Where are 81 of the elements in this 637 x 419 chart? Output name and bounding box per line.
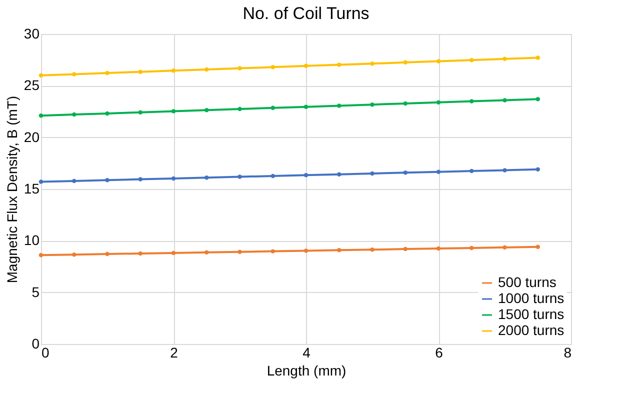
point (370, 171, 374, 176)
point (72, 112, 76, 117)
point (204, 67, 209, 72)
point (38, 253, 44, 258)
point (38, 114, 44, 118)
legend-label: 1000 turns (498, 290, 564, 306)
y-tick-label: 20 (24, 128, 40, 145)
point (304, 104, 308, 109)
point (238, 250, 242, 254)
point (171, 68, 176, 73)
point (470, 168, 474, 174)
x-tick-label: 4 (302, 344, 311, 360)
point (72, 72, 76, 76)
y-tick-label: 5 (32, 284, 40, 300)
point (105, 252, 110, 256)
point (403, 101, 408, 106)
point (536, 167, 540, 172)
point (238, 174, 242, 179)
point (204, 108, 209, 112)
point (436, 59, 441, 64)
point (436, 246, 441, 251)
point (370, 102, 374, 107)
point (204, 250, 209, 254)
point (38, 73, 44, 78)
x-axis-title: Length (mm) (266, 362, 346, 378)
point (171, 109, 176, 114)
point (72, 252, 76, 257)
point (138, 70, 142, 74)
y-axis-title: Magnetic Flux Density, B (mT) (4, 96, 20, 284)
point (370, 62, 374, 66)
y-tick-label: 10 (24, 232, 40, 248)
chart-title: No. of Coil Turns (242, 4, 370, 23)
y-tick-label: 15 (24, 180, 40, 196)
point (304, 248, 308, 253)
point (138, 110, 142, 114)
x-tick-label: 8 (564, 344, 572, 360)
point (238, 106, 242, 112)
legend-label: 500 turns (498, 274, 556, 290)
point (470, 99, 474, 104)
point (337, 248, 342, 252)
legend-label: 2000 turns (498, 322, 564, 338)
x-tick-label: 2 (170, 344, 178, 360)
point (502, 56, 507, 62)
point (436, 100, 441, 105)
legend-label: 1500 turns (498, 306, 564, 322)
point (304, 173, 308, 178)
point (105, 178, 110, 182)
point (502, 245, 507, 250)
point (270, 174, 275, 178)
point (403, 170, 408, 175)
x-tick-label: 6 (435, 344, 444, 360)
point (536, 96, 540, 102)
point (105, 70, 110, 76)
point (337, 172, 342, 176)
point (403, 246, 408, 252)
point (470, 246, 474, 250)
y-tick-label: 30 (24, 26, 40, 42)
point (171, 176, 176, 181)
point (270, 106, 275, 110)
point (105, 111, 110, 116)
point (403, 60, 408, 65)
point (436, 170, 441, 174)
point (38, 180, 44, 184)
point (470, 58, 474, 62)
point (138, 177, 142, 182)
point (72, 178, 76, 184)
point (337, 104, 342, 108)
point (270, 249, 275, 254)
point (337, 62, 342, 67)
point (536, 56, 540, 60)
point (138, 251, 142, 256)
point (502, 98, 507, 102)
y-tick-label: 25 (24, 77, 40, 94)
point (171, 250, 176, 256)
point (536, 244, 540, 249)
point (304, 64, 308, 68)
point (370, 248, 374, 252)
point (204, 176, 209, 180)
point (502, 168, 507, 172)
point (270, 65, 275, 70)
point (238, 66, 242, 70)
